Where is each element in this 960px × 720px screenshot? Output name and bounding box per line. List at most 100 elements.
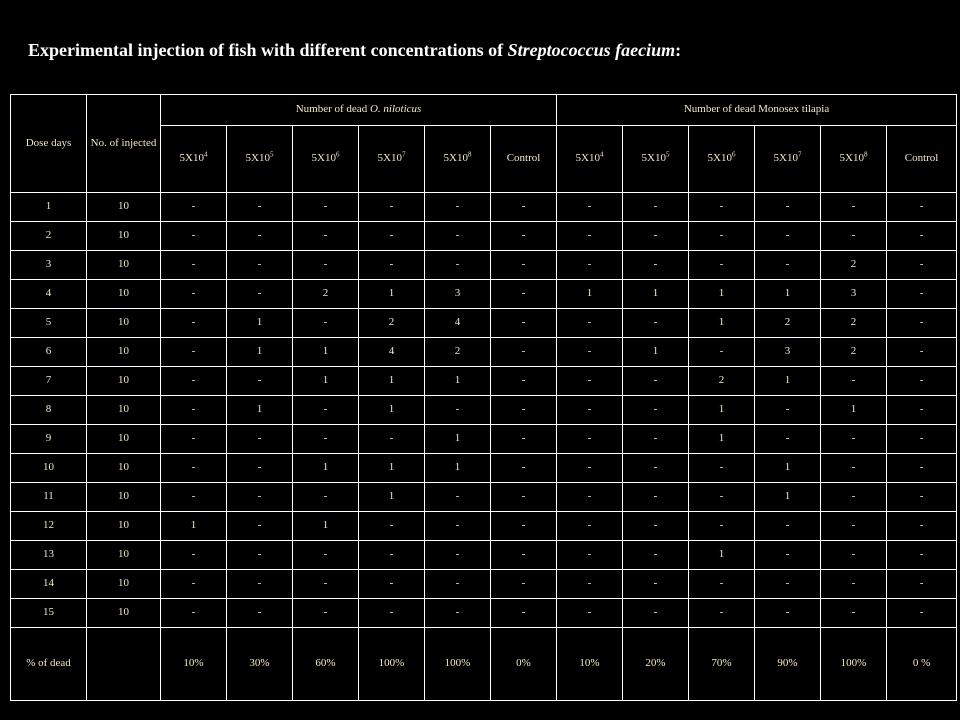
cell-value: - (556, 482, 624, 512)
cell-value: - (886, 366, 958, 396)
cell-day: 15 (10, 598, 87, 628)
cell-value: 2 (358, 308, 425, 338)
cell-value: - (292, 192, 359, 222)
cell-value: - (160, 337, 227, 367)
table-row: 7 10- -1 1 1- - -2 1- - (10, 366, 958, 396)
table-row: 11 10- - -1- - - - -1- - (10, 482, 958, 512)
cell-percent: 100% (358, 627, 425, 701)
cell-value: 1 (226, 337, 293, 367)
cell-percent: 10% (160, 627, 227, 701)
cell-value: - (556, 424, 624, 454)
cell-day: 14 (10, 569, 87, 599)
cell-value: - (886, 511, 958, 541)
dose-base: 5X10 (443, 152, 468, 165)
cell-value: - (754, 598, 822, 628)
cell-value: - (754, 221, 822, 251)
table-row: 1 10- - - - - - - - - - - - (10, 192, 958, 222)
table-row: 13 10- - - - - - - -1- - - (10, 540, 958, 570)
cell-value: 1 (556, 279, 624, 309)
cell-value: - (688, 453, 756, 483)
dose-base: 5X10 (311, 152, 336, 165)
title-prefix: Experimental injection of fish with diff… (28, 40, 508, 60)
cell-value: - (886, 395, 958, 425)
dose-base: 5X10 (575, 152, 600, 165)
cell-day: 9 (10, 424, 87, 454)
cell-value: - (754, 540, 822, 570)
cell-value: - (358, 569, 425, 599)
table-row: 5 10-1-2 4- - -1 2 2- (10, 308, 958, 338)
header-dose-days: Dose days (10, 94, 87, 193)
table-row: 10 10- -1 1 1- - - -1- - (10, 453, 958, 483)
dose-exponent: 6 (731, 150, 736, 159)
cell-value: 1 (358, 279, 425, 309)
cell-value: - (622, 482, 690, 512)
cell-value: - (160, 279, 227, 309)
cell-value: - (489, 598, 558, 628)
table-row: 9 10- - - -1- - -1- - - (10, 424, 958, 454)
cell-value: - (556, 540, 624, 570)
cell-value: - (424, 250, 491, 280)
cell-value: - (688, 569, 756, 599)
cell-value: - (688, 250, 756, 280)
cell-value: - (424, 482, 491, 512)
cell-value: - (160, 366, 227, 396)
cell-value: 1 (424, 366, 491, 396)
cell-value: - (886, 192, 958, 222)
cell-value: - (754, 192, 822, 222)
dose-base: 5X10 (839, 152, 864, 165)
header-dose-mono-5: 5X105 (622, 125, 690, 193)
header-group-monosex: Number of dead Monosex tilapia (556, 94, 958, 126)
cell-value: - (226, 221, 293, 251)
cell-value: - (489, 540, 558, 570)
cell-percent: 0 % (886, 627, 958, 701)
cell-value: - (556, 598, 624, 628)
cell-day: 2 (10, 221, 87, 251)
table-row: 15 10- - - - - - - - - - - - (10, 598, 958, 628)
cell-value: - (886, 569, 958, 599)
cell-value: - (358, 221, 425, 251)
cell-value: - (424, 395, 491, 425)
header-control-nil: Control (489, 125, 558, 193)
cell-value: - (556, 569, 624, 599)
cell-value: - (622, 453, 690, 483)
cell-value: - (820, 453, 888, 483)
cell-value: - (358, 424, 425, 454)
cell-injected: 10 (86, 192, 161, 222)
cell-value: - (226, 424, 293, 454)
cell-value: - (556, 511, 624, 541)
cell-value: - (358, 511, 425, 541)
injection-results-table: Dose days No. of injected Number of dead… (10, 94, 958, 701)
cell-value: 1 (292, 453, 359, 483)
cell-value: - (489, 395, 558, 425)
cell-value: - (820, 221, 888, 251)
dose-exponent: 7 (401, 150, 406, 159)
cell-value: - (226, 250, 293, 280)
cell-value: 3 (424, 279, 491, 309)
cell-value: 1 (226, 308, 293, 338)
cell-percent-label: % of dead (10, 627, 87, 701)
cell-value: - (160, 250, 227, 280)
dose-exponent: 4 (599, 150, 604, 159)
header-dose-mono-8: 5X108 (820, 125, 888, 193)
dose-exponent: 4 (203, 150, 208, 159)
cell-value: 1 (292, 337, 359, 367)
cell-value: 1 (424, 453, 491, 483)
cell-value: - (226, 540, 293, 570)
cell-value: - (160, 308, 227, 338)
cell-value: - (424, 192, 491, 222)
cell-value: - (622, 250, 690, 280)
cell-value: - (688, 192, 756, 222)
cell-value: - (424, 221, 491, 251)
cell-value: - (226, 598, 293, 628)
header-dose-mono-7: 5X107 (754, 125, 822, 193)
cell-value: - (754, 569, 822, 599)
cell-injected: 10 (86, 337, 161, 367)
cell-value: 2 (292, 279, 359, 309)
cell-injected: 10 (86, 221, 161, 251)
cell-value: - (489, 192, 558, 222)
cell-injected: 10 (86, 279, 161, 309)
cell-day: 5 (10, 308, 87, 338)
cell-value: 1 (688, 279, 756, 309)
cell-value: - (820, 511, 888, 541)
cell-injected: 10 (86, 366, 161, 396)
